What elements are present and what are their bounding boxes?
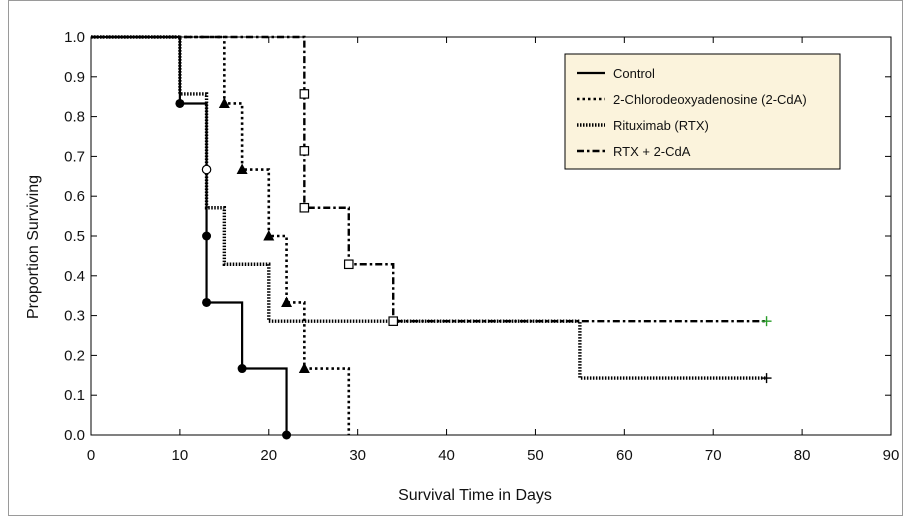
legend-label-1: 2-Chlorodeoxyadenosine (2-CdA) — [613, 92, 807, 107]
legend-box — [564, 53, 841, 170]
marker-circle — [202, 231, 212, 241]
y-tick-label: 0.3 — [64, 308, 85, 325]
y-tick-label: 1.0 — [64, 29, 85, 46]
marker-triangle — [263, 230, 275, 241]
series-line-3 — [91, 35, 767, 323]
series-line-1 — [91, 35, 351, 435]
marker-triangle — [298, 362, 310, 374]
y-tick-label: 0.0 — [64, 427, 85, 444]
legend-label-2: Rituximab (RTX) — [613, 118, 709, 133]
x-tick-label: 70 — [705, 447, 722, 464]
x-tick-label: 10 — [172, 447, 189, 464]
marker-triangle — [218, 97, 230, 108]
marker-circle — [202, 297, 212, 307]
series-line-2 — [91, 35, 767, 380]
marker-triangle — [281, 296, 293, 307]
chart-frame: 0 10 20 30 40 50 60 70 80 90 0.0 0.1 0.2 0.3 0.4 0.5 0.6… — [8, 0, 903, 516]
x-tick-label: 50 — [527, 447, 544, 464]
marker-triangle — [236, 163, 248, 175]
survival-chart: 0 10 20 30 40 50 60 70 80 90 0.0 0.1 0.2 0.3 0.4 0.5 0.6… — [25, 29, 900, 504]
marker-open-square — [299, 202, 310, 213]
x-tick-label: 60 — [616, 447, 633, 464]
y-tick-label: 0.5 — [64, 228, 85, 245]
x-tick-label: 30 — [349, 447, 366, 464]
y-tick-label: 0.1 — [64, 387, 85, 404]
x-axis-label: Survival Time in Days — [398, 487, 552, 504]
y-tick-label: 0.6 — [64, 188, 85, 205]
y-axis-label: Proportion Surviving — [25, 175, 42, 319]
y-tick-label: 0.4 — [64, 268, 85, 285]
y-tick-label: 0.9 — [64, 69, 85, 86]
series-line-0 — [91, 35, 288, 435]
legend-label-0: Control — [613, 66, 655, 81]
marker-circle — [237, 364, 247, 374]
y-tick-label: 0.7 — [64, 148, 85, 165]
y-tick-label: 0.8 — [64, 109, 85, 126]
marker-open-square — [299, 146, 310, 156]
x-tick-label: 80 — [794, 447, 811, 464]
x-tick-label: 20 — [260, 447, 277, 464]
y-tick-label: 0.2 — [64, 347, 85, 364]
marker-open-circle — [201, 164, 212, 175]
x-tick-label: 0 — [87, 447, 95, 464]
marker-circle — [175, 98, 185, 108]
legend-label-3: RTX + 2-CdA — [613, 144, 691, 159]
x-tick-label: 40 — [438, 447, 455, 464]
legend: Control 2-Chlorodeoxyadenosine (2-CdA) Rit… — [564, 53, 841, 170]
marker-open-square — [388, 316, 399, 326]
marker-circle — [282, 430, 292, 440]
x-tick-label: 90 — [883, 447, 900, 464]
marker-open-square — [299, 89, 310, 99]
marker-open-square — [343, 259, 354, 270]
